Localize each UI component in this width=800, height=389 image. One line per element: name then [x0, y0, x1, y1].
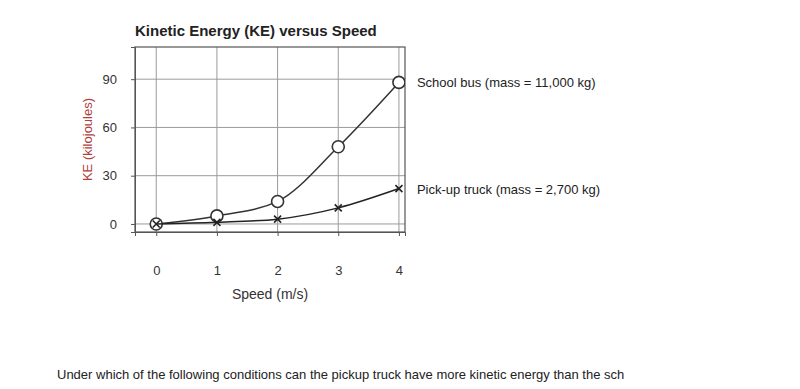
x-axis-title: Speed (m/s) [232, 286, 308, 302]
plot-frame [135, 47, 405, 232]
series-marker [274, 216, 281, 223]
x-tick-mark [338, 232, 339, 236]
series-label: Pick-up truck (mass = 2,700 kg) [417, 182, 600, 197]
grid-line-y [135, 175, 405, 176]
series-marker [211, 210, 223, 222]
series-line [156, 189, 399, 224]
grid-line-x [398, 47, 399, 232]
y-tick: 60 [103, 120, 135, 135]
y-axis-title: KE (kilojoules) [80, 98, 95, 181]
y-tick-mark [131, 127, 135, 128]
y-tick: 90 [103, 72, 135, 87]
x-axis: 0 1 2 3 4 [136, 232, 406, 278]
series-label: School bus (mass = 11,000 kg) [417, 75, 596, 90]
x-tick: 3 [335, 232, 342, 278]
y-tick-label: 0 [110, 217, 117, 232]
grid-line-y [135, 79, 405, 80]
y-tick: 0 [110, 217, 135, 232]
x-axis-line [136, 233, 406, 237]
series-marker [153, 220, 160, 227]
x-tick-mark [399, 232, 400, 236]
chart: 0 30 60 90 0 1 2 3 4 Kinetic Energy (KE) versus S… [0, 0, 800, 389]
series-line [156, 82, 399, 224]
y-axis-line [131, 48, 136, 233]
y-tick-mark [131, 176, 135, 177]
y-tick-mark [131, 224, 135, 225]
grid-line-y [135, 127, 405, 128]
series-marker [332, 141, 344, 153]
grid-line-x [216, 47, 217, 232]
x-tick-label: 4 [396, 263, 403, 278]
y-tick-mark [131, 79, 135, 80]
y-axis: 0 30 60 90 [103, 48, 136, 233]
series-marker [272, 195, 284, 207]
y-tick-label: 30 [103, 168, 117, 183]
plot-marks [150, 76, 405, 230]
series-marker [395, 185, 402, 192]
grid-line-x [338, 47, 339, 232]
x-tick-label: 0 [153, 263, 160, 278]
plot-area [135, 47, 405, 232]
y-tick-label: 90 [103, 72, 117, 87]
x-tick-label: 3 [335, 263, 342, 278]
annotation: Under which of the following conditions … [57, 367, 624, 382]
grid [135, 47, 405, 232]
x-tick-mark [156, 232, 157, 236]
x-tick-label: 1 [214, 263, 221, 278]
x-tick-label: 2 [274, 263, 281, 278]
title: Kinetic Energy (KE) versus Speed [135, 22, 377, 39]
y-tick-label: 60 [103, 120, 117, 135]
grid-line-x [156, 47, 157, 232]
x-tick: 1 [214, 232, 221, 278]
x-tick-mark [278, 232, 279, 236]
x-tick: 0 [153, 232, 160, 278]
series-marker [393, 76, 405, 88]
series-marker [213, 219, 220, 226]
series-marker [335, 204, 342, 211]
x-tick: 4 [396, 232, 403, 278]
x-tick-mark [217, 232, 218, 236]
y-tick: 30 [103, 168, 135, 183]
x-tick: 2 [274, 232, 281, 278]
